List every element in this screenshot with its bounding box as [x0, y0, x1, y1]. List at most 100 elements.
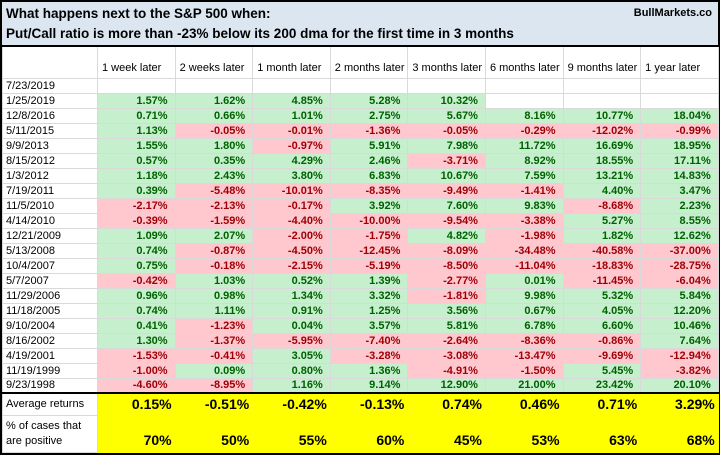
return-cell[interactable]: -6.04% [640, 272, 719, 289]
return-cell[interactable]: 0.57% [97, 152, 176, 169]
return-cell[interactable]: -1.50% [484, 362, 564, 379]
return-cell[interactable]: 0.71% [97, 107, 176, 124]
return-cell[interactable]: 3.92% [329, 197, 409, 214]
return-cell[interactable]: 4.40% [562, 182, 642, 199]
return-cell[interactable]: 10.77% [562, 107, 642, 124]
return-cell[interactable]: 12.62% [640, 227, 719, 244]
return-cell[interactable]: -12.45% [329, 242, 409, 259]
return-cell[interactable]: -28.75% [640, 257, 719, 274]
return-cell[interactable]: 0.74% [97, 302, 176, 319]
row-date[interactable]: 8/16/2002 [2, 332, 98, 349]
return-cell[interactable]: -0.18% [174, 257, 254, 274]
return-cell[interactable]: 3.57% [329, 317, 409, 334]
row-date[interactable]: 11/19/1999 [2, 362, 98, 379]
return-cell[interactable]: -8.09% [407, 242, 486, 259]
column-header[interactable]: 9 months later [562, 47, 642, 79]
return-cell[interactable]: 1.01% [252, 107, 331, 124]
return-cell[interactable]: -2.00% [252, 227, 331, 244]
return-cell[interactable]: -2.77% [407, 272, 486, 289]
average-cell[interactable]: 0.71% [562, 392, 642, 416]
return-cell[interactable]: -1.98% [484, 227, 564, 244]
return-cell[interactable]: -0.17% [252, 197, 331, 214]
return-cell[interactable]: 10.32% [407, 92, 486, 109]
return-cell[interactable]: 0.80% [252, 362, 331, 379]
return-cell[interactable]: 9.14% [329, 377, 409, 394]
row-date[interactable]: 9/9/2013 [2, 137, 98, 154]
return-cell[interactable]: -5.48% [174, 182, 254, 199]
return-cell[interactable]: 1.16% [252, 377, 331, 394]
positive-rate-cell[interactable]: 45% [407, 414, 486, 453]
return-cell[interactable]: 5.45% [562, 362, 642, 379]
return-cell[interactable]: -1.00% [97, 362, 176, 379]
return-cell[interactable] [562, 77, 642, 94]
return-cell[interactable]: 4.82% [407, 227, 486, 244]
return-cell[interactable]: 0.96% [97, 287, 176, 304]
return-cell[interactable]: 1.82% [562, 227, 642, 244]
return-cell[interactable]: 3.80% [252, 167, 331, 184]
return-cell[interactable]: 1.39% [329, 272, 409, 289]
average-cell[interactable]: -0.13% [329, 392, 409, 416]
return-cell[interactable]: 1.11% [174, 302, 254, 319]
row-date[interactable]: 7/19/2011 [2, 182, 98, 199]
return-cell[interactable]: 7.60% [407, 197, 486, 214]
return-cell[interactable]: -1.59% [174, 212, 254, 229]
row-date[interactable]: 8/15/2012 [2, 152, 98, 169]
return-cell[interactable]: 2.07% [174, 227, 254, 244]
corner-cell[interactable] [2, 47, 98, 79]
return-cell[interactable]: -1.75% [329, 227, 409, 244]
return-cell[interactable]: -3.08% [407, 347, 486, 364]
return-cell[interactable]: 1.55% [97, 137, 176, 154]
return-cell[interactable]: -11.04% [484, 257, 564, 274]
return-cell[interactable]: -3.82% [640, 362, 719, 379]
return-cell[interactable]: 4.05% [562, 302, 642, 319]
average-cell[interactable]: 0.15% [97, 392, 176, 416]
positive-rate-cell[interactable]: 63% [562, 414, 642, 453]
return-cell[interactable]: 18.55% [562, 152, 642, 169]
return-cell[interactable]: -2.64% [407, 332, 486, 349]
return-cell[interactable]: -12.94% [640, 347, 719, 364]
return-cell[interactable]: -10.01% [252, 182, 331, 199]
return-cell[interactable] [174, 77, 254, 94]
return-cell[interactable]: 21.00% [484, 377, 564, 394]
return-cell[interactable]: -11.45% [562, 272, 642, 289]
return-cell[interactable]: 7.59% [484, 167, 564, 184]
return-cell[interactable]: 11.72% [484, 137, 564, 154]
return-cell[interactable]: 0.66% [174, 107, 254, 124]
return-cell[interactable]: -12.02% [562, 122, 642, 139]
return-cell[interactable]: 9.83% [484, 197, 564, 214]
return-cell[interactable]: 20.10% [640, 377, 719, 394]
return-cell[interactable]: -8.50% [407, 257, 486, 274]
return-cell[interactable]: 10.67% [407, 167, 486, 184]
return-cell[interactable]: -13.47% [484, 347, 564, 364]
return-cell[interactable]: -3.28% [329, 347, 409, 364]
return-cell[interactable]: 1.25% [329, 302, 409, 319]
return-cell[interactable]: -1.81% [407, 287, 486, 304]
return-cell[interactable]: -2.15% [252, 257, 331, 274]
return-cell[interactable]: 13.21% [562, 167, 642, 184]
return-cell[interactable] [484, 77, 564, 94]
row-date[interactable]: 1/25/2019 [2, 92, 98, 109]
return-cell[interactable]: 1.34% [252, 287, 331, 304]
return-cell[interactable]: 2.23% [640, 197, 719, 214]
return-cell[interactable]: 16.69% [562, 137, 642, 154]
return-cell[interactable]: -34.48% [484, 242, 564, 259]
return-cell[interactable]: -2.17% [97, 197, 176, 214]
positive-rate-cell[interactable]: 50% [174, 414, 254, 453]
average-cell[interactable]: 0.74% [407, 392, 486, 416]
return-cell[interactable]: 17.11% [640, 152, 719, 169]
return-cell[interactable]: 6.83% [329, 167, 409, 184]
return-cell[interactable]: -0.41% [174, 347, 254, 364]
return-cell[interactable]: 1.80% [174, 137, 254, 154]
return-cell[interactable]: -3.38% [484, 212, 564, 229]
return-cell[interactable]: -8.68% [562, 197, 642, 214]
row-date[interactable]: 1/3/2012 [2, 167, 98, 184]
return-cell[interactable]: -9.69% [562, 347, 642, 364]
return-cell[interactable]: -4.50% [252, 242, 331, 259]
return-cell[interactable]: -0.05% [407, 122, 486, 139]
return-cell[interactable]: -3.71% [407, 152, 486, 169]
return-cell[interactable]: 3.56% [407, 302, 486, 319]
column-header[interactable]: 1 week later [97, 47, 176, 79]
return-cell[interactable]: -0.97% [252, 137, 331, 154]
positive-rate-cell[interactable]: 60% [329, 414, 409, 453]
return-cell[interactable]: 10.46% [640, 317, 719, 334]
